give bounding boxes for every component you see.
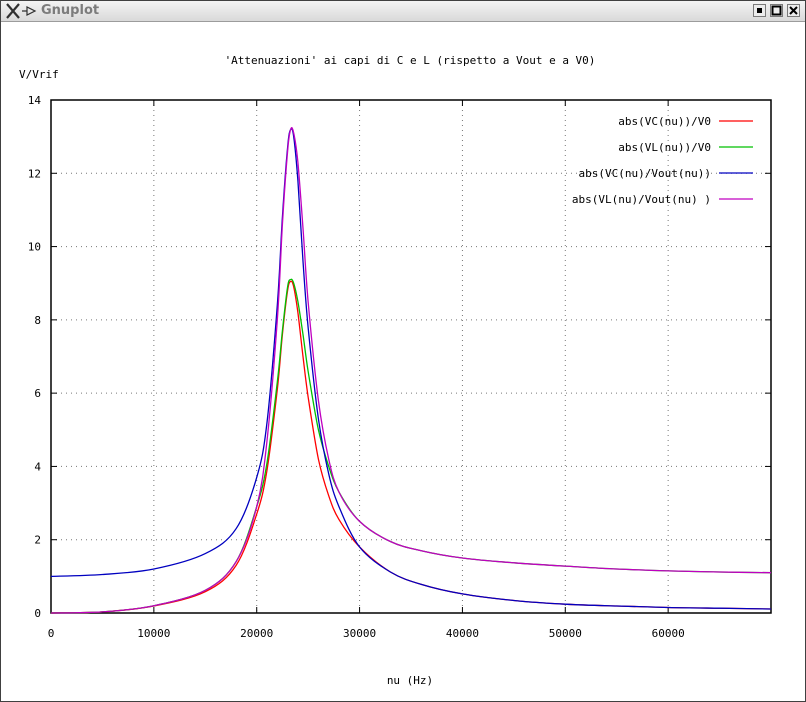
series-line-3 [50,127,772,610]
y-tick-label: 8 [34,314,41,327]
data-series [50,127,772,614]
legend-label-2: abs(VL(nu))/V0 [618,141,711,154]
x-tick-labels: 0 10000 20000 30000 40000 50000 60000 [48,627,685,640]
chart-title: 'Attenuazioni' ai capi di C e L (rispett… [225,54,596,67]
x-tick-label: 20000 [240,627,273,640]
title-bar[interactable]: Gnuplot [1,1,805,22]
y-tick-label: 10 [28,241,41,254]
minimize-icon [757,8,762,13]
plot-frame [50,99,772,614]
plot-area: 0 10000 20000 30000 40000 50000 60000 0 2 4 6 8 10 1… [19,54,772,687]
y-tick-label: 2 [34,534,41,547]
x-tick-label: 60000 [652,627,685,640]
x-tick-label: 40000 [446,627,479,640]
legend-label-1: abs(VC(nu))/V0 [618,115,711,128]
x-tick-label: 0 [48,627,55,640]
y-tick-labels: 0 2 4 6 8 10 12 14 [28,94,42,620]
x-tick-label: 10000 [137,627,170,640]
maximize-icon [771,5,782,16]
y-axis-label: V/Vrif [19,68,59,81]
series-line-2 [50,278,772,614]
window-title: Gnuplot [41,3,100,18]
close-icon [789,6,798,15]
grid [51,100,771,613]
x-axis-label: nu (Hz) [387,674,433,687]
minimize-button[interactable] [753,4,766,17]
legend: abs(VC(nu))/V0 abs(VL(nu))/V0 abs(VC(nu)/V… [572,115,753,206]
maximize-button[interactable] [770,4,783,17]
y-tick-label: 6 [34,387,41,400]
series-line-4 [50,127,772,614]
x-window-icon[interactable] [5,2,37,20]
x-tick-label: 30000 [343,627,376,640]
y-tick-label: 0 [34,607,41,620]
close-button[interactable] [787,4,800,17]
y-tick-label: 12 [28,167,41,180]
x-tick-label: 50000 [549,627,582,640]
y-tick-label: 14 [28,94,42,107]
series-line-1 [50,280,772,614]
legend-label-3: abs(VC(nu)/Vout(nu)) [579,167,711,180]
y-tick-label: 4 [34,460,41,473]
legend-label-4: abs(VL(nu)/Vout(nu) ) [572,193,711,206]
